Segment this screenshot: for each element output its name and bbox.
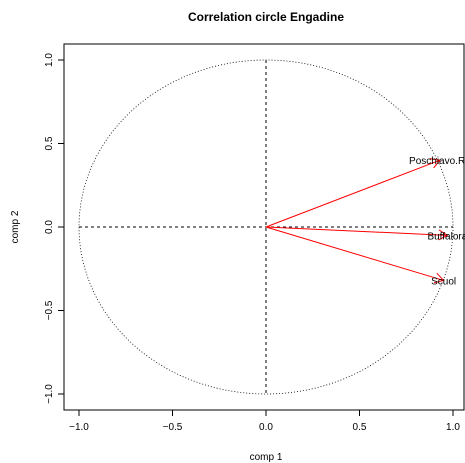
y-tick-label: −0.5: [44, 300, 55, 320]
y-tick-label: 1.0: [44, 53, 55, 67]
axes: −1.0 −0.5 0.0 0.5 1.0 −1.0 −0.5 0.0 0.5 1.0: [44, 53, 460, 433]
plot-area: Poschiavo.Ro Buffalora Scuol: [78, 59, 465, 395]
y-axis-label: comp 2: [10, 210, 21, 243]
variable-arrow: [265, 159, 441, 228]
chart-title: Correlation circle Engadine: [188, 10, 344, 24]
variable-arrow: [265, 226, 444, 281]
variable-arrowhead: [433, 272, 445, 284]
x-tick-label: −1.0: [69, 422, 89, 433]
y-tick-label: 0.5: [44, 136, 55, 150]
y-tick-label: −1.0: [44, 384, 55, 404]
x-tick-label: −0.5: [163, 422, 183, 433]
variable-arrowhead: [438, 229, 449, 241]
x-axis-label: comp 1: [250, 452, 283, 463]
x-tick-label: 0.5: [353, 422, 367, 433]
variable-label: Buffalora: [427, 231, 465, 242]
variable-label: Scuol: [431, 276, 456, 287]
variable-arrowhead: [429, 158, 441, 169]
variable-arrow: [265, 226, 448, 236]
y-tick-label: 0.0: [44, 220, 55, 234]
x-tick-label: 0.0: [259, 422, 273, 433]
variable-label: Poschiavo.Ro: [409, 156, 465, 167]
x-tick-label: 1.0: [446, 422, 460, 433]
